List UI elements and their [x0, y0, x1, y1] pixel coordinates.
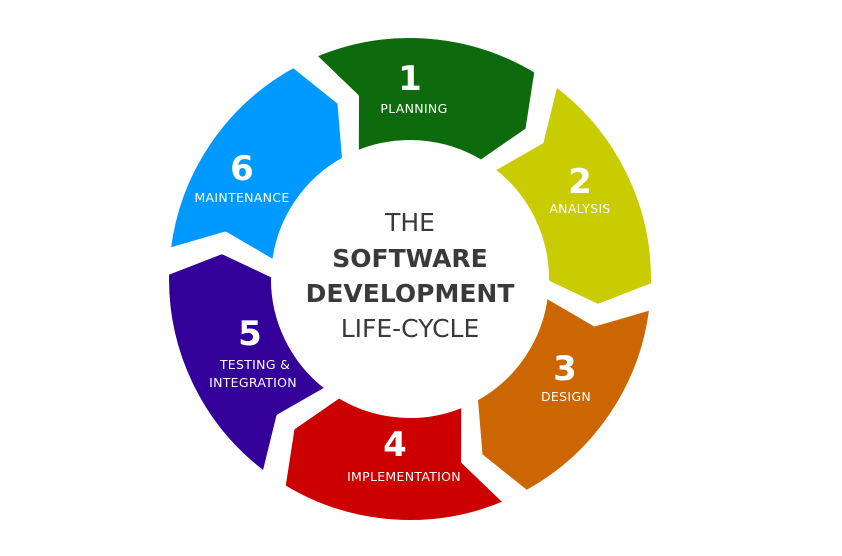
center-title-line4: LIFE-CYCLE [341, 314, 480, 343]
center-title-line1: THE [384, 208, 435, 237]
stage-5-label-line2: INTEGRATION [209, 375, 297, 390]
stage-1-number: 1 [398, 59, 422, 99]
stage-4-number: 4 [383, 425, 407, 465]
stage-4-segment [279, 392, 511, 526]
stage-2-segment [487, 79, 657, 311]
stage-5-label-line1: TESTING & [219, 357, 290, 372]
stage-6-label: MAINTENANCE [194, 190, 289, 205]
stage-3-label: DESIGN [541, 389, 591, 404]
stage-6-segment [164, 61, 349, 267]
stage-3-number: 3 [553, 349, 577, 389]
stage-2-label: ANALYSIS [549, 201, 610, 216]
cycle-segments [163, 32, 657, 526]
stage-5-number: 5 [238, 314, 262, 354]
center-title-line3: DEVELOPMENT [306, 279, 515, 308]
stage-3-segment [471, 291, 656, 497]
stage-1-label: PLANNING [380, 101, 447, 116]
center-title-line2: SOFTWARE [332, 244, 488, 273]
stage-5-segment [163, 247, 333, 479]
stage-4-label: IMPLEMENTATION [347, 469, 461, 484]
stage-2-number: 2 [568, 162, 592, 202]
stage-1-segment [309, 32, 541, 166]
stage-6-number: 6 [230, 149, 254, 189]
center-circle [287, 156, 533, 402]
